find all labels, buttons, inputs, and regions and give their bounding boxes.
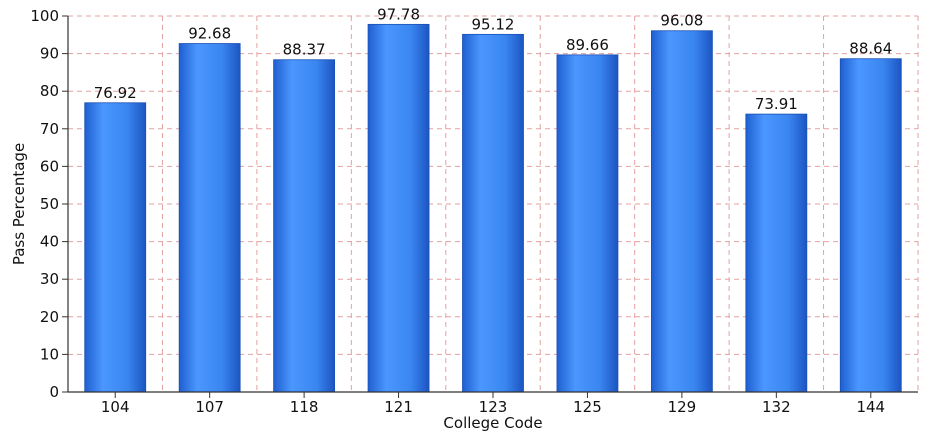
x-tick-labels: 104 107 118 121 123 125 129 132 144 <box>101 392 885 416</box>
bar-104 <box>85 103 146 392</box>
y-tick-label-90: 90 <box>40 45 59 63</box>
x-tick-label-144: 144 <box>856 398 885 416</box>
y-tick-label-70: 70 <box>40 120 59 138</box>
value-label-144: 88.64 <box>849 40 892 58</box>
bar-144 <box>840 59 901 392</box>
y-tick-label-100: 100 <box>30 7 59 25</box>
value-label-107: 92.68 <box>188 25 231 43</box>
x-tick-label-118: 118 <box>290 398 319 416</box>
value-label-125: 89.66 <box>566 36 609 54</box>
bar-129 <box>651 31 712 392</box>
value-label-129: 96.08 <box>660 12 703 30</box>
y-tick-labels: 0 10 20 30 40 50 60 70 80 90 100 <box>30 7 68 401</box>
y-tick-label-80: 80 <box>40 82 59 100</box>
x-tick-label-104: 104 <box>101 398 130 416</box>
x-tick-label-129: 129 <box>668 398 697 416</box>
y-tick-label-50: 50 <box>40 195 59 213</box>
y-tick-label-30: 30 <box>40 270 59 288</box>
value-label-123: 95.12 <box>472 15 515 33</box>
bar-125 <box>557 55 618 392</box>
y-tick-label-20: 20 <box>40 308 59 326</box>
bar-118 <box>274 60 335 392</box>
value-label-121: 97.78 <box>377 5 420 23</box>
y-tick-label-60: 60 <box>40 157 59 175</box>
y-tick-label-10: 10 <box>40 345 59 363</box>
y-tick-label-40: 40 <box>40 233 59 251</box>
bar-107 <box>179 44 240 392</box>
value-label-132: 73.91 <box>755 95 798 113</box>
y-tick-label-0: 0 <box>49 383 59 401</box>
value-label-118: 88.37 <box>283 41 326 59</box>
x-tick-label-132: 132 <box>762 398 791 416</box>
x-tick-label-125: 125 <box>573 398 602 416</box>
bar-121 <box>368 24 429 392</box>
bar-123 <box>463 34 524 392</box>
x-axis-title: College Code <box>443 414 542 432</box>
y-axis-title: Pass Percentage <box>10 143 28 265</box>
value-label-104: 76.92 <box>94 84 137 102</box>
x-tick-label-121: 121 <box>384 398 413 416</box>
bar-132 <box>746 114 807 392</box>
x-tick-label-107: 107 <box>195 398 224 416</box>
